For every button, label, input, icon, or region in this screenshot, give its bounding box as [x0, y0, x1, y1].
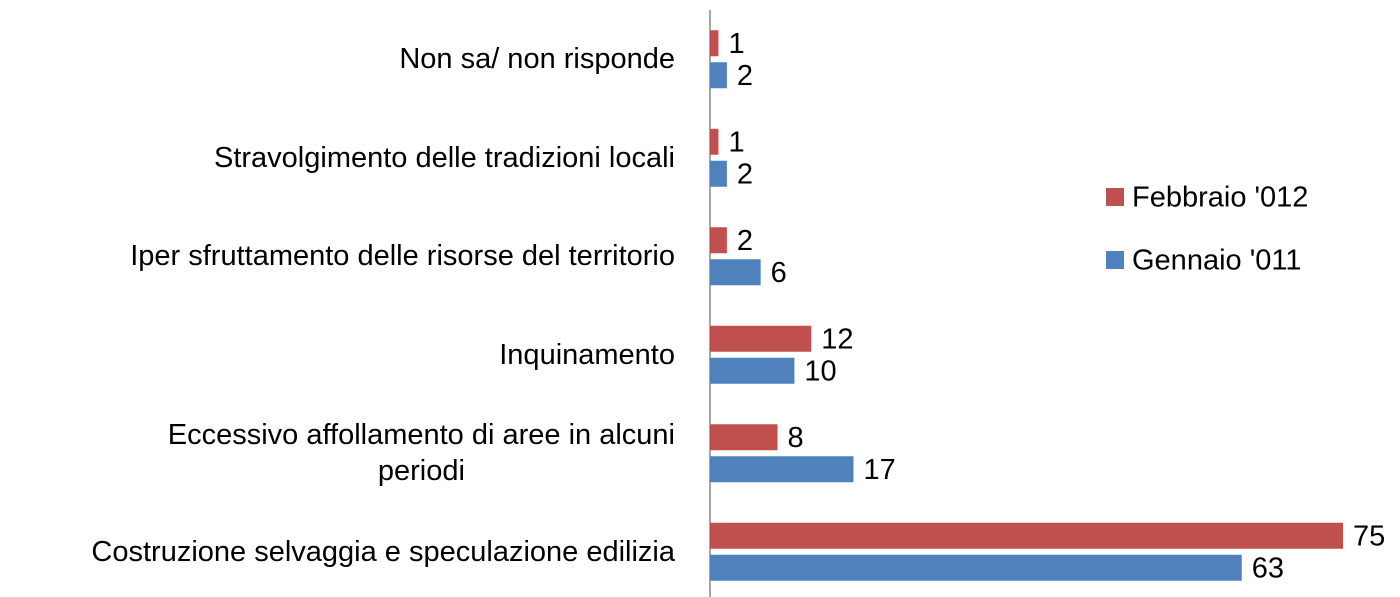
bar [710, 554, 1242, 581]
value-label: 2 [737, 60, 753, 92]
bar [710, 522, 1343, 549]
bar [710, 424, 778, 451]
value-label: 63 [1252, 552, 1284, 584]
value-label: 8 [788, 422, 804, 454]
bar [710, 160, 727, 187]
category-label: Iper sfruttamento delle risorse del terr… [130, 240, 675, 273]
value-label: 1 [728, 28, 744, 60]
category-label: Costruzione selvaggia e speculazione edi… [91, 535, 675, 568]
legend-label: Gennaio '011 [1132, 245, 1301, 277]
value-label: 1 [728, 126, 744, 158]
category-label: Stravolgimento delle tradizioni locali [213, 141, 675, 174]
value-label: 10 [804, 355, 836, 387]
value-label: 2 [737, 225, 753, 257]
legend-swatch [1106, 251, 1124, 269]
legend-label: Febbraio '012 [1132, 182, 1308, 214]
category-label: Eccessivo affollamento di aree in alcuni… [167, 419, 675, 488]
bar [710, 30, 719, 57]
legend-swatch [1106, 188, 1124, 206]
category-label: Non sa/ non risponde [399, 43, 675, 76]
value-label: 17 [863, 454, 895, 486]
bar [710, 227, 727, 254]
category-label: Inquinamento [499, 338, 675, 371]
bar [710, 325, 812, 352]
bar [710, 128, 719, 155]
value-label: 75 [1353, 520, 1385, 552]
bar [710, 456, 854, 483]
bar [710, 62, 727, 89]
value-label: 12 [821, 323, 853, 355]
value-label: 2 [737, 158, 753, 190]
bar [710, 259, 761, 286]
value-label: 6 [771, 257, 787, 289]
bar [710, 357, 795, 384]
